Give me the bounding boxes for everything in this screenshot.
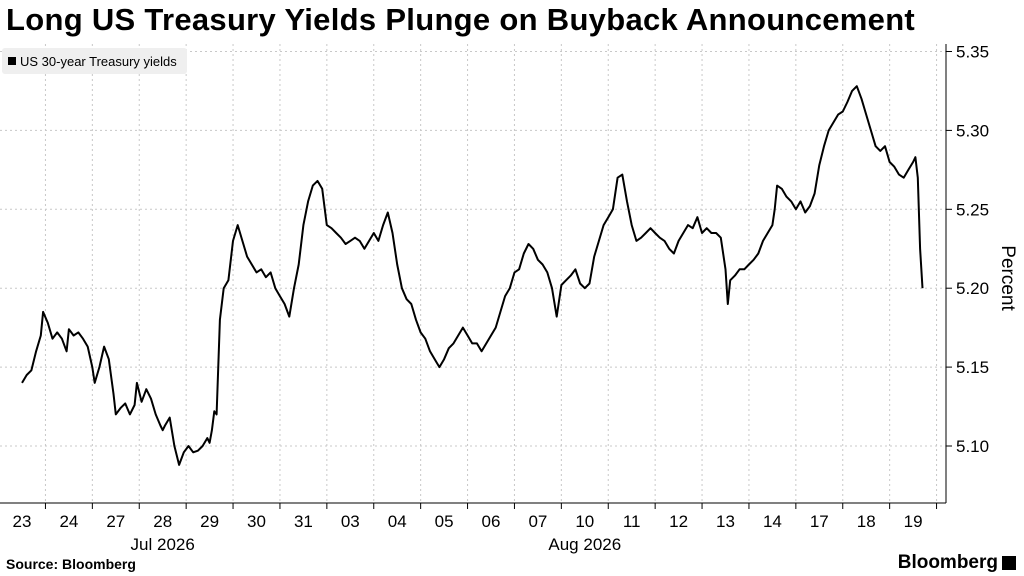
month-label: Jul 2026	[131, 535, 195, 554]
x-tick-label: 04	[388, 512, 407, 531]
x-tick-label: 27	[106, 512, 125, 531]
y-tick-label: 5.20	[956, 279, 989, 298]
brand-logo: Bloomberg	[898, 552, 1016, 574]
x-tick-label: 18	[857, 512, 876, 531]
y-tick-label: 5.35	[956, 43, 989, 62]
legend-swatch	[8, 57, 16, 65]
brand-name: Bloomberg	[897, 552, 998, 573]
x-tick-label: 31	[294, 512, 313, 531]
month-label: Aug 2026	[548, 535, 621, 554]
x-tick-label: 07	[528, 512, 547, 531]
series-line-us-30y-yields	[21, 85, 924, 466]
brand-mark-icon	[1002, 556, 1016, 570]
y-axis-label: Percent	[997, 245, 1018, 311]
x-tick-label: 06	[482, 512, 501, 531]
x-tick-label: 10	[575, 512, 594, 531]
x-axis-ticks: 23 24 27 28 29 30 31 03 04 05 06 07 10 11 12 13 14 17 18 19	[13, 503, 938, 531]
legend: US 30-year Treasury yields	[2, 48, 187, 74]
month-labels: Jul 2026 Aug 2026	[131, 535, 622, 554]
x-tick-label: 03	[341, 512, 360, 531]
x-tick-label: 30	[247, 512, 266, 531]
x-tick-label: 17	[810, 512, 829, 531]
x-tick-label: 19	[904, 512, 923, 531]
x-tick-label: 14	[763, 512, 782, 531]
y-tick-label: 5.15	[956, 358, 989, 377]
x-tick-label: 28	[153, 512, 172, 531]
y-tick-label: 5.30	[956, 121, 989, 140]
x-tick-label: 12	[669, 512, 688, 531]
chart-title: Long US Treasury Yields Plunge on Buybac…	[6, 2, 916, 37]
y-tick-label: 5.10	[956, 437, 989, 456]
y-axis-ticks: 5.10 5.15 5.20 5.25 5.30 5.35	[946, 43, 989, 456]
x-tick-label: 23	[13, 512, 32, 531]
x-tick-label: 05	[435, 512, 454, 531]
grid-lines	[0, 44, 946, 503]
x-tick-label: 24	[59, 512, 78, 531]
y-tick-label: 5.25	[956, 200, 989, 219]
source-note: Source: Bloomberg	[6, 556, 136, 572]
x-tick-label: 29	[200, 512, 219, 531]
x-tick-label: 11	[623, 512, 641, 531]
x-tick-label: 13	[716, 512, 735, 531]
legend-label: US 30-year Treasury yields	[20, 53, 177, 69]
